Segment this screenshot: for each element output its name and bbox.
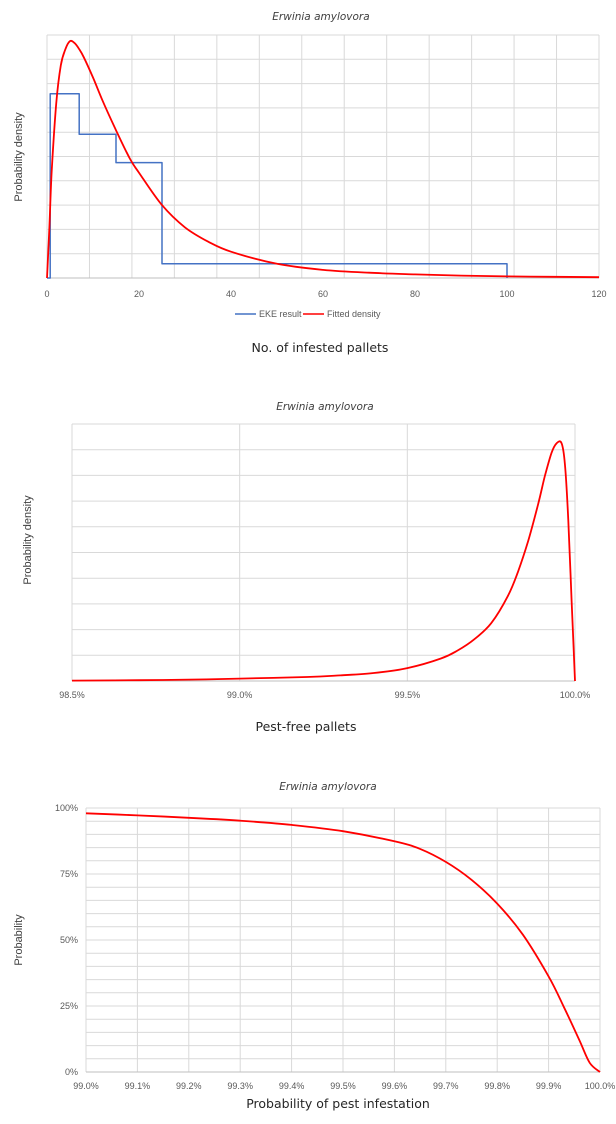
x-tick-label: 100.0% <box>585 1081 616 1091</box>
x-tick-label: 99.4% <box>279 1081 305 1091</box>
x-tick-label: 99.2% <box>176 1081 202 1091</box>
series-line-eke-result <box>47 92 508 279</box>
chart-3-y-axis-label: Probability <box>13 914 25 966</box>
chart-2-x-axis-label: Pest-free pallets <box>256 719 357 734</box>
chart-1-infested-pallets: Erwinia amylovora 0 20 40 60 80 100 120 Probab… <box>13 11 607 355</box>
x-tick-label: 120 <box>591 289 606 299</box>
x-tick-label: 99.7% <box>433 1081 459 1091</box>
chart-3-pest-infestation: Erwinia amylovora 99.0% 99.1% 99.2% 99.3% 99… <box>13 781 615 1111</box>
x-tick-label: 80 <box>410 289 420 299</box>
legend-label-fitted-density: Fitted density <box>327 309 381 319</box>
chart-1-y-axis-label: Probability density <box>13 112 25 202</box>
x-tick-label: 60 <box>318 289 328 299</box>
chart-1-legend: EKE result Fitted density <box>235 309 381 319</box>
series-line-fitted-density <box>46 39 600 279</box>
y-tick-label: 75% <box>60 869 78 879</box>
y-tick-label: 50% <box>60 935 78 945</box>
chart-1-x-axis-label: No. of infested pallets <box>252 340 389 355</box>
chart-1-title: Erwinia amylovora <box>272 11 369 23</box>
x-tick-label: 40 <box>226 289 236 299</box>
x-tick-label: 100.0% <box>560 690 591 700</box>
series-line-chart-2 <box>71 440 576 682</box>
x-tick-label: 98.5% <box>59 690 85 700</box>
x-tick-label: 99.1% <box>125 1081 151 1091</box>
x-tick-label: 99.0% <box>73 1081 99 1091</box>
y-tick-label: 100% <box>55 803 78 813</box>
y-tick-label: 25% <box>60 1001 78 1011</box>
x-tick-label: 99.0% <box>227 690 253 700</box>
x-tick-label: 99.8% <box>484 1081 510 1091</box>
y-tick-label: 0% <box>65 1067 78 1077</box>
x-tick-label: 99.3% <box>227 1081 253 1091</box>
x-tick-label: 20 <box>134 289 144 299</box>
x-tick-label: 0 <box>44 289 49 299</box>
chart-3-x-axis-label: Probability of pest infestation <box>246 1096 430 1111</box>
x-tick-label: 99.6% <box>382 1081 408 1091</box>
chart-3-title: Erwinia amylovora <box>279 781 376 793</box>
chart-2-pest-free-pallets: Erwinia amylovora 98.5% 99.0% 99.5% 100.0% … <box>22 401 590 734</box>
legend-label-eke-result: EKE result <box>259 309 302 319</box>
x-tick-label: 99.5% <box>395 690 421 700</box>
series-line-chart-3 <box>85 812 601 1073</box>
x-tick-label: 100 <box>499 289 514 299</box>
chart-2-y-axis-label: Probability density <box>22 495 34 585</box>
x-tick-label: 99.9% <box>536 1081 562 1091</box>
x-tick-label: 99.5% <box>330 1081 356 1091</box>
chart-2-title: Erwinia amylovora <box>276 401 373 413</box>
